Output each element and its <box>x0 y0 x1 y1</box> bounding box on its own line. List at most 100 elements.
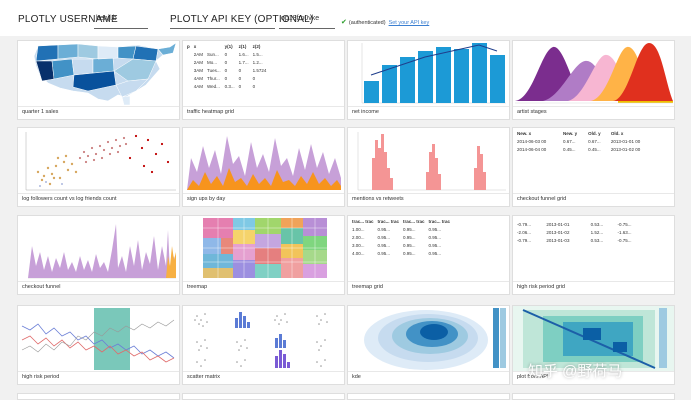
card-traffic-heatmap-grid[interactable]: p x y(1) z(1) z(2) 2AM Sun... 0 1.6... 1… <box>182 40 345 120</box>
card-plot-from-api[interactable]: plot from API <box>512 305 675 385</box>
grid-cell: 2AM <box>193 52 204 57</box>
grid-cell <box>187 52 194 60</box>
grid-cell: 3AM <box>193 68 204 73</box>
us-choropleth-thumbnail <box>18 41 179 107</box>
grid-cell: 0.95... <box>428 235 442 240</box>
card-title: mentions vs retweets <box>352 196 404 202</box>
grid-cell: Tues... <box>207 68 221 73</box>
card-high-risk-period-grid[interactable]: -0.79... 2013-01-01 0.53... -0.75... -2.… <box>512 215 675 295</box>
grid-cell: 2013-01-02 <box>546 230 570 235</box>
treemap-thumbnail <box>183 216 344 282</box>
card-partial <box>512 393 675 400</box>
card-divider <box>348 106 509 107</box>
card-divider <box>183 371 344 372</box>
grid-cell: 0 <box>224 52 228 57</box>
card-title: artist stages <box>517 109 547 115</box>
grid-cell: -2.06... <box>517 230 532 235</box>
grid-cell: 4AM <box>193 84 204 89</box>
grid-cell: 0.95... <box>403 243 416 248</box>
grid-cell: 0 <box>238 68 242 73</box>
traffic-grid-thumbnail: p x y(1) z(1) z(2) 2AM Sun... 0 1.6... 1… <box>183 41 344 107</box>
card-title: sign ups by day <box>187 196 226 202</box>
histogram-thumbnail <box>348 128 509 194</box>
grid-header: New. y <box>563 131 578 136</box>
grid-cell: -0.75... <box>617 222 632 227</box>
grid-cell: 1.2... <box>252 60 263 65</box>
card-divider <box>183 281 344 282</box>
grid-header: p <box>187 44 190 49</box>
card-title: quarter 1 sales <box>22 109 59 115</box>
grid-cell: 1.6... <box>238 52 249 57</box>
card-divider <box>18 371 179 372</box>
card-checkout-funnel-grid[interactable]: New. x New. y Old. y Old. x 2014-06-03 0… <box>512 127 675 207</box>
grid-cell: 0 <box>224 60 228 65</box>
card-sign-ups-by-day[interactable]: sign ups by day <box>182 127 345 207</box>
grid-cell: 0.95... <box>428 227 442 232</box>
scatter-thumbnail <box>18 128 179 194</box>
card-title: net income <box>352 109 379 115</box>
grid-cell: 0.45... <box>563 147 576 152</box>
artist-stages-thumbnail <box>513 41 674 107</box>
grid-cell: 2.00... <box>352 235 365 240</box>
username-label: PLOTLY USERNAME <box>18 14 118 25</box>
api-key-underline <box>170 28 275 29</box>
card-log-followers[interactable]: log followers count vs log friends count <box>17 127 180 207</box>
card-title: treemap <box>187 284 208 290</box>
card-title: log followers count vs log friends count <box>22 196 117 202</box>
traffic-grid-table: p x y(1) z(1) z(2) 2AM Sun... 0 1.6... 1… <box>187 44 270 92</box>
grid-cell: 0.95... <box>428 251 442 256</box>
funnel-grid-thumbnail: New. x New. y Old. y Old. x 2014-06-03 0… <box>513 128 674 194</box>
card-divider <box>183 106 344 107</box>
card-kde[interactable]: kde <box>347 305 510 385</box>
card-title: plot from API <box>517 374 549 380</box>
grid-cell: Sun... <box>207 52 219 57</box>
grid-cell: -0.79... <box>517 238 532 243</box>
username-input[interactable]: benjl.b <box>96 15 117 22</box>
card-mentions-vs-retweets[interactable]: mentions vs retweets <box>347 127 510 207</box>
scatter-matrix-thumbnail <box>183 306 344 372</box>
grid-cell: 2013-01-03 <box>546 238 570 243</box>
grid-cell: 0.95... <box>403 235 416 240</box>
card-divider <box>348 193 509 194</box>
grid-cell: 0 <box>238 84 242 89</box>
grid-header: trac... trac <box>428 219 451 224</box>
grid-cell: 0 <box>252 84 256 89</box>
card-title: treemap grid <box>352 284 383 290</box>
card-divider <box>513 281 674 282</box>
net-income-thumbnail <box>348 41 509 107</box>
card-high-risk-period[interactable]: high risk period <box>17 305 180 385</box>
grid-header <box>207 44 225 52</box>
api-key-label: PLOTLY API KEY (OPTIONAL) <box>170 14 314 25</box>
grid-header: z(2) <box>252 44 261 49</box>
grid-cell: 0 <box>224 68 228 73</box>
card-treemap[interactable]: treemap <box>182 215 345 295</box>
card-title: checkout funnel <box>22 284 61 290</box>
set-api-key-link[interactable]: Set your API key <box>388 20 430 26</box>
treemap-grid-thumbnail: trac... trac trac... trac trac... trac t… <box>348 216 509 282</box>
card-checkout-funnel[interactable]: checkout funnel <box>17 215 180 295</box>
card-scatter-matrix[interactable]: scatter matrix <box>182 305 345 385</box>
api-key-input[interactable]: op18fm0vke <box>281 15 320 22</box>
card-divider <box>513 106 674 107</box>
grid-cell <box>187 76 194 84</box>
grid-cell: 2014-06-03 00 <box>517 139 547 144</box>
grid-cell: 0.95... <box>403 251 416 256</box>
funnel-area-thumbnail <box>18 216 179 282</box>
grid-cell: 0.67... <box>563 139 576 144</box>
grid-cell: 0.53... <box>590 222 604 227</box>
card-quarter-1-sales[interactable]: quarter 1 sales <box>17 40 180 120</box>
card-treemap-grid[interactable]: trac... trac trac... trac trac... trac t… <box>347 215 510 295</box>
watermark: 知乎 @野荷马 <box>528 363 623 380</box>
card-partial <box>347 393 510 400</box>
grid-cell: Wed... <box>207 84 220 89</box>
card-title: scatter matrix <box>187 374 221 380</box>
grid-header: New. x <box>517 131 532 136</box>
risk-grid-thumbnail: -0.79... 2013-01-01 0.53... -0.75... -2.… <box>513 216 674 282</box>
grid-header: Old. y <box>588 131 601 136</box>
username-underline <box>94 28 148 29</box>
grid-header: trac... trac <box>403 219 425 224</box>
card-net-income[interactable]: net income <box>347 40 510 120</box>
heatmap-thumbnail <box>513 306 674 372</box>
card-artist-stages[interactable]: artist stages <box>512 40 675 120</box>
grid-cell: 0.95... <box>377 251 391 256</box>
